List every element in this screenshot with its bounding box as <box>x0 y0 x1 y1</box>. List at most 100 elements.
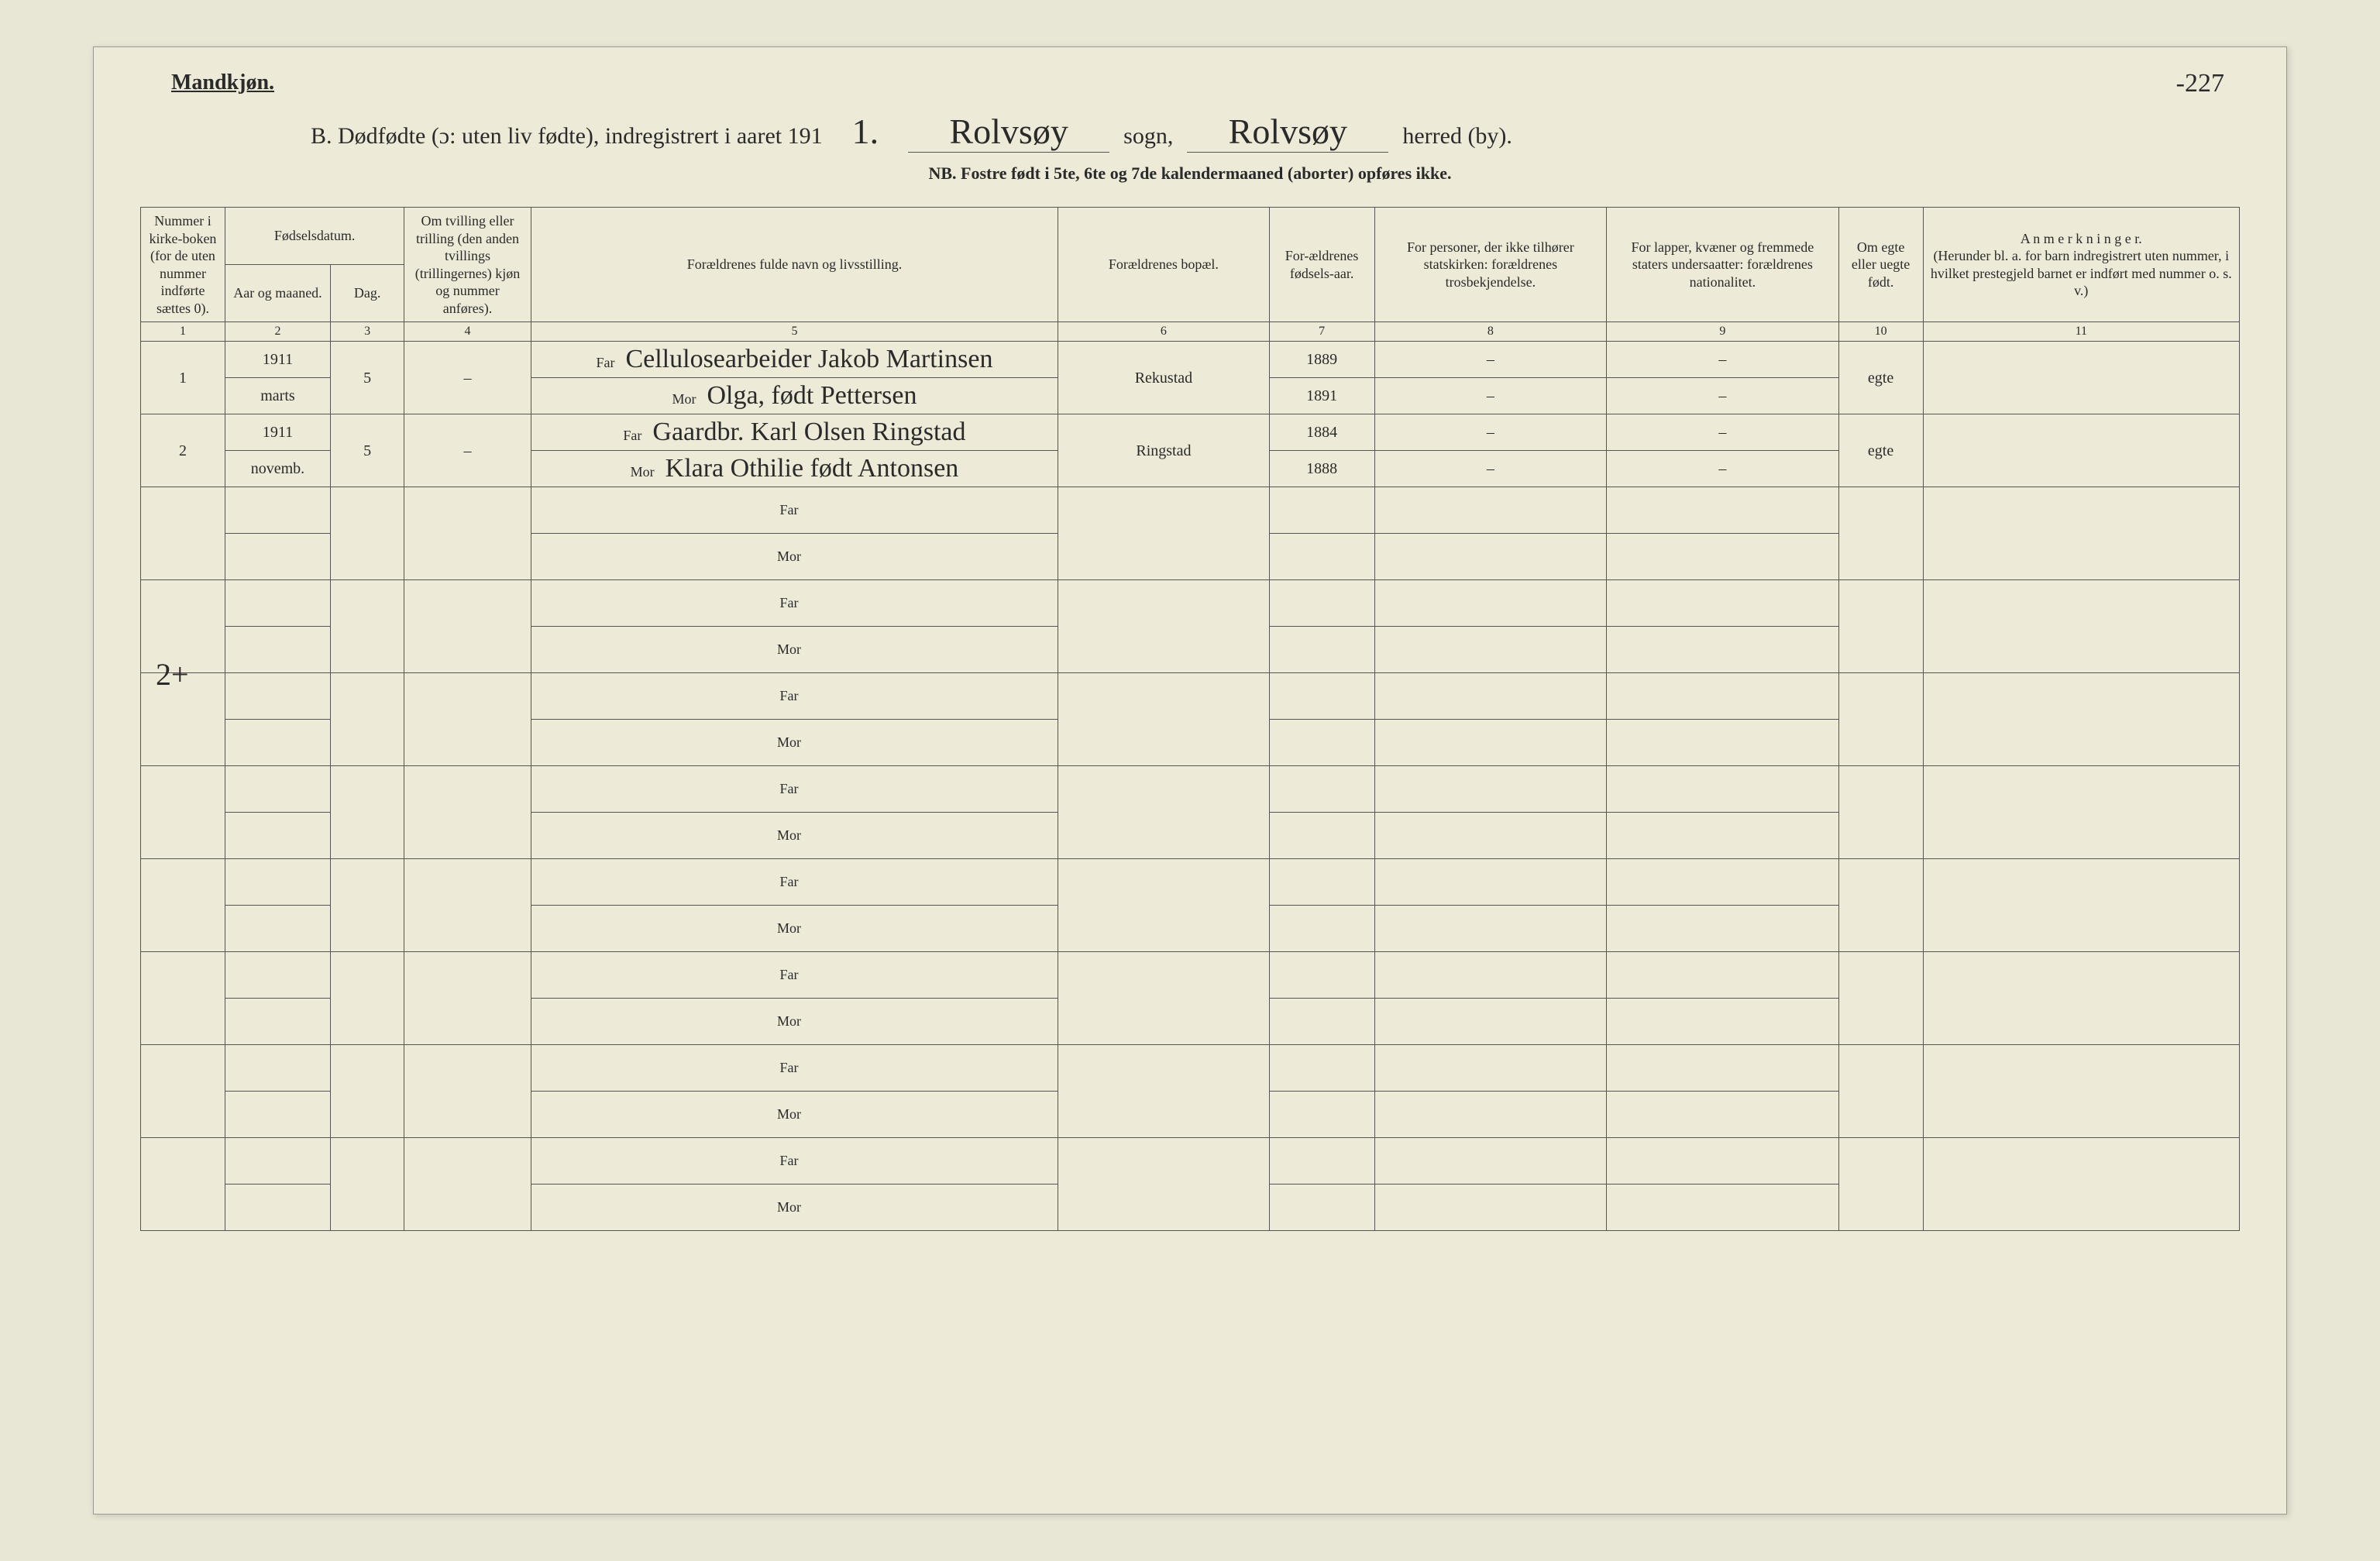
twin-cell <box>404 766 531 859</box>
twin-cell <box>404 580 531 673</box>
mother-nat <box>1607 813 1838 859</box>
colnum-4: 4 <box>404 322 531 342</box>
egte-cell <box>1838 580 1923 673</box>
register-page: Mandkjøn. -227 B. Dødfødte (ɔ: uten liv … <box>93 46 2287 1515</box>
month-cell <box>225 1185 330 1231</box>
month-cell: marts <box>225 378 330 414</box>
colnum-7: 7 <box>1269 322 1374 342</box>
table-head: Nummer i kirke-boken (for de uten nummer… <box>141 208 2240 342</box>
row-number <box>141 487 225 580</box>
mor-label: Mor <box>777 1106 801 1122</box>
father-nat: – <box>1607 342 1838 378</box>
table-row-empty: Far <box>141 487 2240 534</box>
mother-name: Klara Othilie født Antonsen <box>666 454 959 483</box>
row-number <box>141 1138 225 1231</box>
egte-cell: egte <box>1838 414 1923 487</box>
register-table: Nummer i kirke-boken (for de uten nummer… <box>140 207 2240 1231</box>
father-year <box>1269 952 1374 999</box>
year-cell <box>225 1045 330 1092</box>
father-tro <box>1374 487 1606 534</box>
father-cell: Far <box>531 580 1058 627</box>
th-col9: For lapper, kvæner og fremmede staters u… <box>1607 208 1838 322</box>
twin-cell <box>404 487 531 580</box>
table-row: 119115–FarCellulosearbeider Jakob Martin… <box>141 342 2240 378</box>
mother-year <box>1269 1092 1374 1138</box>
mor-label: Mor <box>777 1013 801 1029</box>
mother-nat <box>1607 1185 1838 1231</box>
mother-tro <box>1374 906 1606 952</box>
mother-year <box>1269 813 1374 859</box>
day-cell <box>331 766 404 859</box>
far-label: Far <box>779 688 798 703</box>
father-tro <box>1374 1045 1606 1092</box>
month-cell <box>225 1092 330 1138</box>
father-nat <box>1607 487 1838 534</box>
bopael-cell: Rekustad <box>1058 342 1269 414</box>
th-col2-group: Fødselsdatum. <box>225 208 404 265</box>
mother-tro <box>1374 1185 1606 1231</box>
bopael-cell <box>1058 766 1269 859</box>
father-cell: Far <box>531 1045 1058 1092</box>
table-row-empty: Far <box>141 580 2240 627</box>
father-tro <box>1374 1138 1606 1185</box>
mother-cell: Mor <box>531 999 1058 1045</box>
herred-cursive: Rolvsøy <box>1187 111 1388 153</box>
title-line: B. Dødfødte (ɔ: uten liv fødte), indregi… <box>311 111 2240 153</box>
year-cell <box>225 766 330 813</box>
herred-label: herred (by). <box>1402 123 1512 150</box>
mother-year <box>1269 906 1374 952</box>
anm-cell <box>1923 673 2239 766</box>
margin-note: 2+ <box>156 659 189 690</box>
mother-tro <box>1374 720 1606 766</box>
father-year <box>1269 1045 1374 1092</box>
father-nat <box>1607 766 1838 813</box>
year-cell <box>225 673 330 720</box>
egte-cell <box>1838 952 1923 1045</box>
page-number: -227 <box>2176 70 2224 97</box>
gender-label: Mandkjøn. <box>171 70 2240 95</box>
mother-cell: Mor <box>531 906 1058 952</box>
colnum-2: 2 <box>225 322 330 342</box>
father-tro: – <box>1374 342 1606 378</box>
twin-cell <box>404 1045 531 1138</box>
anm-cell <box>1923 580 2239 673</box>
colnum-8: 8 <box>1374 322 1606 342</box>
table-row-empty: Far <box>141 766 2240 813</box>
bopael-cell <box>1058 487 1269 580</box>
father-cell: FarGaardbr. Karl Olsen Ringstad <box>531 414 1058 451</box>
mother-nat <box>1607 627 1838 673</box>
twin-cell <box>404 1138 531 1231</box>
mother-name: Olga, født Pettersen <box>707 381 917 410</box>
year-cell <box>225 487 330 534</box>
anm-cell <box>1923 487 2239 580</box>
sogn-label: sogn, <box>1123 123 1173 150</box>
day-cell: 5 <box>331 414 404 487</box>
table-row-empty: Far <box>141 673 2240 720</box>
table-row-empty: Far <box>141 952 2240 999</box>
table-row-empty: Far <box>141 1138 2240 1185</box>
father-year: 1889 <box>1269 342 1374 378</box>
mother-tro <box>1374 627 1606 673</box>
row-number <box>141 859 225 952</box>
mother-year <box>1269 720 1374 766</box>
mor-label: Mor <box>777 1199 801 1215</box>
far-label: Far <box>779 502 798 517</box>
bopael-cell <box>1058 673 1269 766</box>
mother-tro: – <box>1374 451 1606 487</box>
father-nat <box>1607 1045 1838 1092</box>
year-cell: 1911 <box>225 342 330 378</box>
twin-cell: – <box>404 414 531 487</box>
father-nat <box>1607 673 1838 720</box>
mother-tro <box>1374 813 1606 859</box>
mother-nat <box>1607 720 1838 766</box>
mother-cell: Mor <box>531 813 1058 859</box>
sogn-cursive: Rolvsøy <box>908 111 1109 153</box>
mother-cell: Mor <box>531 1185 1058 1231</box>
anm-cell <box>1923 952 2239 1045</box>
father-year <box>1269 673 1374 720</box>
day-cell <box>331 1045 404 1138</box>
father-year <box>1269 1138 1374 1185</box>
anm-cell <box>1923 342 2239 414</box>
father-nat <box>1607 859 1838 906</box>
mother-tro: – <box>1374 378 1606 414</box>
